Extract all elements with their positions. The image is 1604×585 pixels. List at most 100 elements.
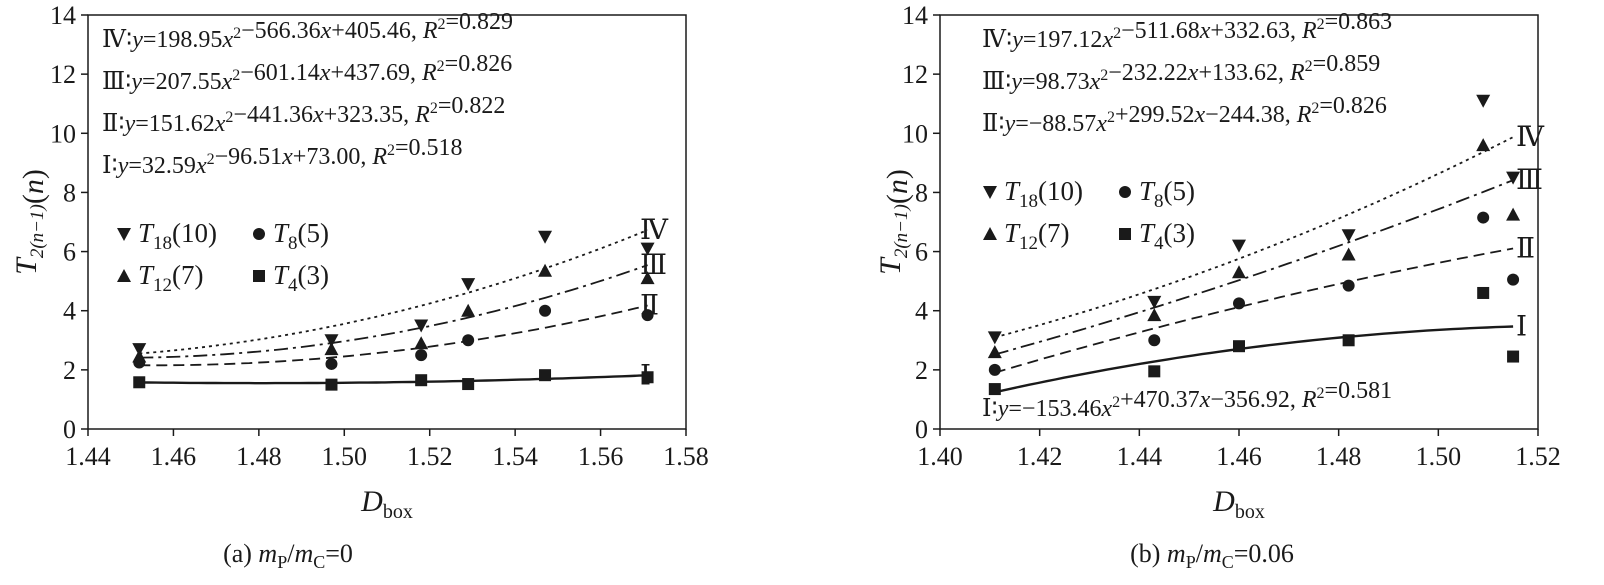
legend-label: T18(10) (1004, 176, 1083, 212)
y-tick-label: 10 (50, 119, 76, 148)
data-point (1341, 247, 1356, 261)
data-point (641, 309, 654, 322)
x-tick-label: 1.40 (917, 442, 963, 471)
x-tick-label: 1.44 (65, 442, 111, 471)
data-point (640, 242, 655, 256)
fit-equation: Ⅲ∶y=207.55x2−601.14x+437.69, R2=0.826 (102, 51, 512, 95)
x-axis-title: Dbox (360, 485, 413, 523)
x-tick-label: 1.44 (1117, 442, 1163, 471)
y-tick-label: 12 (50, 60, 76, 89)
legend-label: T12(7) (138, 260, 204, 296)
y-tick-label: 0 (63, 415, 76, 444)
data-point (1476, 94, 1491, 108)
data-point (414, 319, 429, 333)
x-tick-label: 1.46 (1216, 442, 1262, 471)
x-tick-label: 1.46 (151, 442, 197, 471)
y-axis-title: T2(n−1)(n) (10, 169, 50, 275)
y-tick-label: 14 (902, 1, 928, 30)
y-tick-label: 4 (63, 297, 76, 326)
data-point (324, 342, 339, 356)
x-tick-label: 1.52 (407, 442, 453, 471)
x-tick-label: 1.50 (1416, 442, 1462, 471)
data-point (1341, 229, 1356, 243)
y-tick-label: 2 (915, 356, 928, 385)
fit-equation: Ⅳ∶y=198.95x2−566.36x+405.46, R2=0.829 (102, 9, 513, 53)
curve-label: Ⅲ (1516, 165, 1543, 196)
fit-curve (994, 247, 1514, 374)
data-point (988, 363, 1001, 376)
data-point (1232, 265, 1246, 279)
data-point (1506, 207, 1521, 221)
data-point (1233, 340, 1245, 353)
legend-label: T12(7) (1004, 218, 1070, 254)
data-point (324, 334, 339, 348)
chart-panel-a: 1.44 1.46 1.48 1.50 1.52 1.54 1.56 1.58 0 2 4 6 8 10 1… (10, 1, 709, 572)
x-tick-label: 1.56 (578, 442, 624, 471)
data-point (461, 278, 476, 292)
fit-equation: Ⅳ∶y=197.12x2−511.68x+332.63, R2=0.863 (982, 9, 1392, 53)
panel-caption: (b) mP/mC=0.06 (1130, 539, 1294, 572)
data-point (1148, 365, 1161, 378)
legend-marker (253, 270, 265, 282)
y-tick-label: 0 (915, 415, 928, 444)
data-point (132, 349, 147, 363)
x-tick-label: 1.52 (1515, 442, 1561, 471)
legend-marker (117, 269, 131, 282)
data-point (641, 371, 654, 384)
legend-marker (253, 228, 265, 240)
legend-marker (1119, 186, 1131, 198)
legend-marker (983, 227, 997, 240)
data-point (325, 378, 338, 391)
plot-frame (87, 14, 687, 430)
legend-label: T4(3) (273, 260, 329, 296)
data-point (325, 357, 338, 370)
fit-curve (139, 264, 648, 359)
data-point (1507, 350, 1520, 363)
y-tick-label: 8 (915, 178, 928, 207)
chart-panel-b: 1.40 1.42 1.44 1.46 1.48 1.50 1.52 0 2 4 6 8 10 12 14 D… (874, 1, 1561, 572)
y-tick-label: 10 (902, 119, 928, 148)
data-point (1477, 211, 1490, 224)
data-point (133, 376, 146, 389)
panel-caption: (a) mP/mC=0 (223, 539, 353, 572)
x-tick-label: 1.42 (1017, 442, 1063, 471)
fit-equation: Ⅰ∶y=−153.46x2+470.37x−356.92, R2=0.581 (982, 378, 1392, 422)
data-point (1506, 171, 1521, 185)
fit-curve (994, 325, 1514, 394)
x-axis-title: Dbox (1212, 485, 1265, 523)
data-point (414, 336, 429, 350)
y-tick-label: 12 (902, 60, 928, 89)
data-point (1342, 279, 1355, 292)
x-tick-label: 1.50 (322, 442, 368, 471)
legend-label: T8(5) (273, 218, 329, 254)
legend-label: T4(3) (1139, 218, 1195, 254)
y-tick-label: 6 (63, 238, 76, 267)
legend-label: T18(10) (138, 218, 217, 254)
data-point (462, 334, 475, 347)
data-point (987, 345, 1002, 359)
fit-curve (994, 179, 1514, 356)
fit-equation: Ⅱ∶y=151.62x2−441.36x+323.35, R2=0.822 (102, 93, 505, 137)
data-point (987, 331, 1002, 345)
x-tick-label: 1.48 (236, 442, 282, 471)
y-axis-title: T2(n−1)(n) (874, 169, 914, 275)
fit-equation: Ⅱ∶y=−88.57x2+299.52x−244.38, R2=0.826 (982, 93, 1387, 137)
data-point (415, 374, 428, 387)
y-tick-label: 8 (63, 178, 76, 207)
curve-label: Ⅰ (1516, 312, 1527, 343)
data-point (1233, 297, 1245, 310)
curve-label: Ⅱ (1516, 233, 1535, 264)
data-point (1476, 138, 1491, 152)
y-tick-label: 2 (63, 356, 76, 385)
data-point (538, 230, 553, 244)
data-point (988, 383, 1001, 396)
data-point (539, 304, 552, 317)
fit-curve (139, 374, 648, 385)
data-point (1507, 273, 1520, 286)
data-point (1148, 334, 1161, 347)
data-point (1342, 334, 1355, 347)
data-point (1477, 286, 1490, 299)
y-tick-label: 14 (50, 1, 76, 30)
data-point (539, 369, 552, 382)
